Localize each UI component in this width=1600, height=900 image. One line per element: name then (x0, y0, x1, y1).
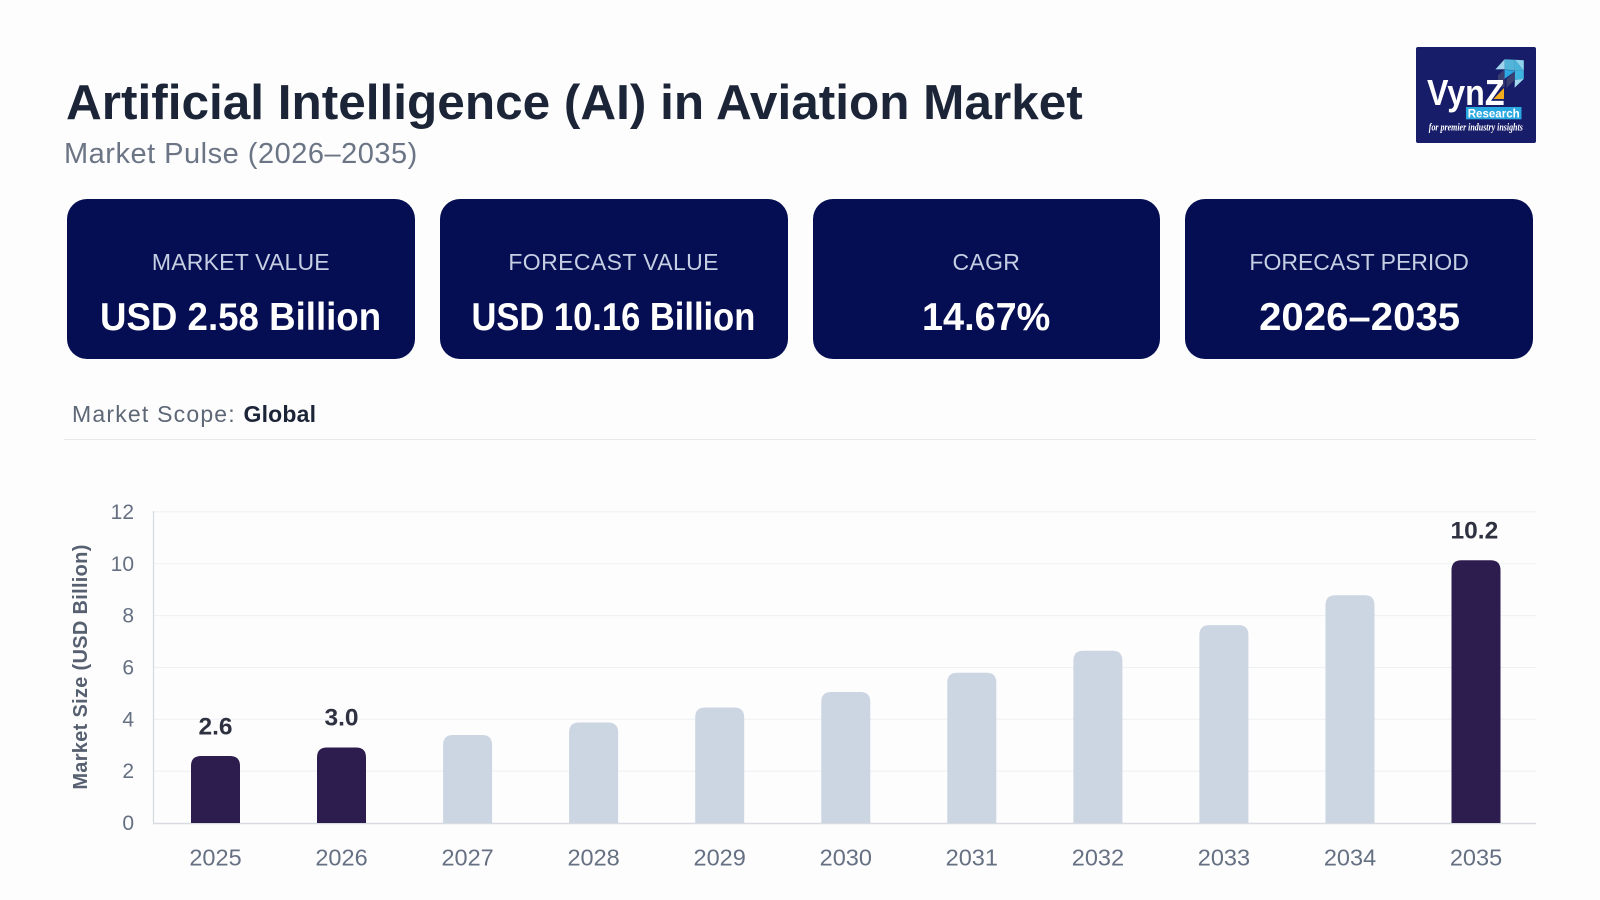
svg-text:0: 0 (122, 812, 134, 835)
svg-text:2028: 2028 (567, 845, 619, 871)
svg-text:2027: 2027 (441, 845, 493, 871)
svg-text:Market Size (USD Billion): Market Size (USD Billion) (70, 544, 92, 789)
svg-text:4: 4 (122, 708, 134, 731)
svg-text:2.6: 2.6 (198, 714, 232, 741)
svg-text:2035: 2035 (1450, 845, 1502, 871)
svg-text:2026: 2026 (315, 845, 367, 871)
svg-text:2030: 2030 (820, 845, 872, 871)
svg-text:VynZ: VynZ (1427, 72, 1505, 113)
svg-text:3.0: 3.0 (324, 705, 358, 732)
svg-text:2: 2 (122, 760, 134, 783)
svg-text:2034: 2034 (1324, 845, 1376, 871)
svg-text:8: 8 (122, 605, 134, 628)
svg-text:2025: 2025 (189, 845, 241, 871)
svg-text:Research: Research (1468, 106, 1520, 120)
svg-text:10: 10 (111, 553, 134, 576)
svg-text:10.2: 10.2 (1451, 518, 1499, 545)
svg-text:2033: 2033 (1198, 845, 1250, 871)
svg-text:12: 12 (111, 501, 134, 524)
svg-text:2032: 2032 (1072, 845, 1124, 871)
svg-text:6: 6 (122, 656, 134, 679)
svg-text:for premier industry insights: for premier industry insights (1429, 122, 1523, 134)
svg-text:2029: 2029 (694, 845, 746, 871)
svg-text:2031: 2031 (946, 845, 998, 871)
